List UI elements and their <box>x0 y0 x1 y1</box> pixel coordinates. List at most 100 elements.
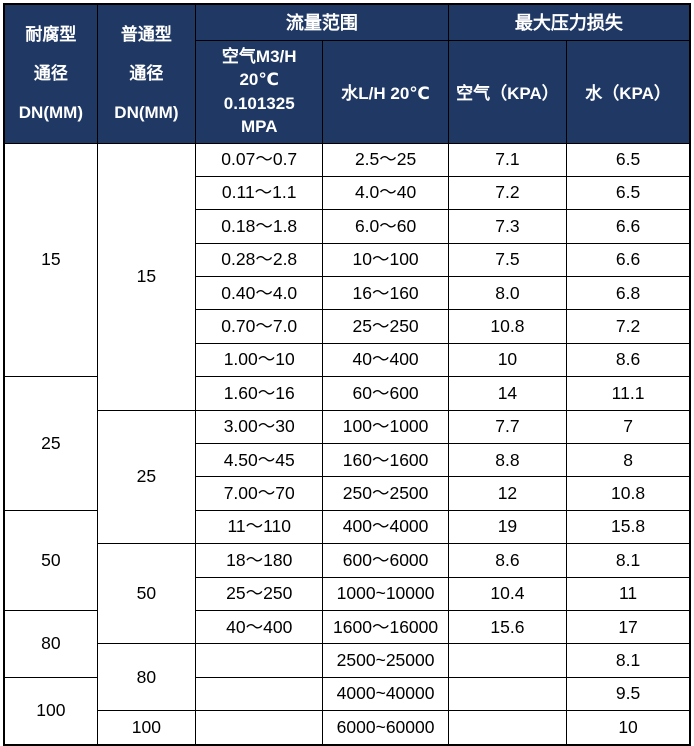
table-row: 25～250 1000~10000 10.4 11 <box>4 576 691 611</box>
table-cell: 6000~60000 <box>322 710 449 746</box>
table-cell: 40～400 <box>322 342 449 378</box>
table-row: 0.11～1.1 4.0～40 7.2 6.5 <box>4 175 691 211</box>
table-cell: 1.00～10 <box>195 342 324 378</box>
table-cell: 250～2500 <box>322 476 449 511</box>
table-cell: 25～250 <box>322 309 449 344</box>
table-row: 0.18～1.8 6.0～60 7.3 6.6 <box>4 209 691 244</box>
table-cell: 1000~10000 <box>322 576 449 611</box>
table-cell: 600～6000 <box>322 543 449 578</box>
table-cell: 8.1 <box>566 543 691 578</box>
table-cell: 10～100 <box>322 242 449 278</box>
header-corrosion-dn: 耐腐型 通径 DN(MM) <box>3 3 98 144</box>
dn-size-cell: 80 <box>96 643 197 712</box>
table-cell: 15.6 <box>447 609 568 645</box>
header-normal-dn: 普通型 通径 DN(MM) <box>96 3 197 144</box>
table-cell: 6.6 <box>566 209 691 244</box>
table-cell: 7.1 <box>447 142 568 177</box>
table-cell <box>195 710 324 746</box>
table-cell: 40～400 <box>195 609 324 645</box>
dn-size-cell: 100 <box>3 676 98 746</box>
header-water-flow-unit: 水L/H 20℃ <box>322 39 449 144</box>
dn-size-cell: 15 <box>96 142 197 411</box>
dn-size-cell: 25 <box>96 409 197 545</box>
table-row: 7.00～70 250～2500 12 10.8 <box>4 476 691 511</box>
table-cell <box>447 676 568 712</box>
table-cell: 10.4 <box>447 576 568 611</box>
table-cell <box>195 643 324 678</box>
table-cell: 10.8 <box>447 309 568 344</box>
table-cell <box>447 710 568 746</box>
header-air-flow-unit: 空气M3/H 20℃ 0.101325 MPA <box>195 39 324 144</box>
table-cell: 4000~40000 <box>322 676 449 712</box>
table-cell: 100～1000 <box>322 409 449 445</box>
table-cell: 0.07～0.7 <box>195 142 324 177</box>
table-cell: 8 <box>566 443 691 478</box>
table-cell: 12 <box>447 476 568 511</box>
table-cell: 6.5 <box>566 175 691 211</box>
table-cell: 8.6 <box>566 342 691 378</box>
table-cell <box>447 643 568 678</box>
table-row: 50 18～180 600～6000 8.6 8.1 <box>4 543 691 645</box>
table-cell: 11.1 <box>566 376 691 411</box>
table-cell: 7.2 <box>447 175 568 211</box>
table-cell: 0.11～1.1 <box>195 175 324 211</box>
dn-size-cell: 100 <box>96 710 197 746</box>
table-cell: 11～110 <box>195 509 324 545</box>
dn-size-cell: 80 <box>3 609 98 678</box>
table-cell: 3.00～30 <box>195 409 324 445</box>
table-cell: 6.0～60 <box>322 209 449 244</box>
table-cell: 8.8 <box>447 443 568 478</box>
table-row: 80 40～400 1600～16000 15.6 17 <box>3 609 691 678</box>
table-cell: 19 <box>447 509 568 545</box>
table-cell: 7.3 <box>447 209 568 244</box>
header-flow-range: 流量范围 <box>195 3 449 41</box>
table-cell: 25～250 <box>195 576 324 611</box>
table-cell: 4.0～40 <box>322 175 449 211</box>
table-cell: 0.70～7.0 <box>195 309 324 344</box>
table-row: 15 15 0.07～0.7 2.5～25 7.1 6.5 <box>3 142 691 411</box>
table-cell: 0.18～1.8 <box>195 209 324 244</box>
dn-size-cell: 25 <box>3 376 98 511</box>
table-cell: 16～160 <box>322 276 449 311</box>
dn-size-cell: 50 <box>96 543 197 645</box>
table-cell: 400～4000 <box>322 509 449 545</box>
table-cell: 6.8 <box>566 276 691 311</box>
table-cell: 6.5 <box>566 142 691 177</box>
table-row: 1.00～10 40～400 10 8.6 <box>4 342 691 378</box>
table-row: 4.50～45 160～1600 8.8 8 <box>4 443 691 478</box>
table-cell: 9.5 <box>566 676 691 712</box>
table-row: 25 1.60～16 60～600 14 11.1 <box>3 376 691 511</box>
table-cell: 1.60～16 <box>195 376 324 411</box>
table-cell: 18～180 <box>195 543 324 578</box>
table-cell: 7.2 <box>566 309 691 344</box>
table-row: 0.28～2.8 10～100 7.5 6.6 <box>4 242 691 278</box>
table-body: 15 15 0.07～0.7 2.5～25 7.1 6.5 0.11～1.1 4.0～40 7.… <box>3 142 691 746</box>
header-water-kpa: 水（KPA） <box>566 39 691 144</box>
table-header: 耐腐型 通径 DN(MM) 普通型 通径 DN(MM) 流量范围 最大压力损失 … <box>3 3 691 144</box>
table-cell: 6.6 <box>566 242 691 278</box>
table-cell: 160～1600 <box>322 443 449 478</box>
table-cell: 8.0 <box>447 276 568 311</box>
header-max-pressure-loss: 最大压力损失 <box>447 3 691 41</box>
table-row: 25 3.00～30 100～1000 7.7 7 <box>4 409 691 545</box>
table-cell: 4.50～45 <box>195 443 324 478</box>
table-row: 100 4000~40000 9.5 <box>3 676 691 746</box>
table-cell: 7.00～70 <box>195 476 324 511</box>
table-cell: 7 <box>566 409 691 445</box>
header-air-kpa: 空气（KPA） <box>447 39 568 144</box>
table-cell: 10 <box>447 342 568 378</box>
table-cell: 7.5 <box>447 242 568 278</box>
table-cell: 2500~25000 <box>322 643 449 678</box>
table-cell: 8.1 <box>566 643 691 678</box>
table-cell: 10 <box>566 710 691 746</box>
table-cell: 0.40～4.0 <box>195 276 324 311</box>
table-cell: 11 <box>566 576 691 611</box>
table-row: 50 11～110 400～4000 19 15.8 <box>3 509 691 611</box>
table-cell: 10.8 <box>566 476 691 511</box>
dn-size-cell: 15 <box>3 142 98 378</box>
table-cell: 2.5～25 <box>322 142 449 177</box>
flowmeter-spec-table: 耐腐型 通径 DN(MM) 普通型 通径 DN(MM) 流量范围 最大压力损失 … <box>3 3 691 746</box>
table-cell <box>195 676 324 712</box>
table-cell: 14 <box>447 376 568 411</box>
